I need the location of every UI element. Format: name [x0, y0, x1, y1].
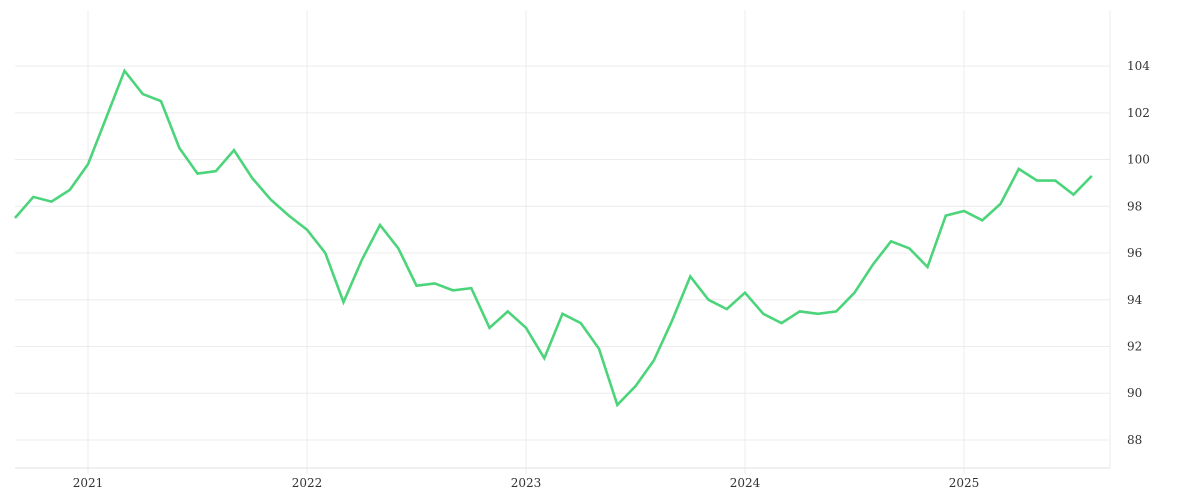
y-tick-label: 98	[1127, 199, 1142, 213]
data-point	[160, 100, 162, 102]
x-tick-label: 2024	[730, 476, 761, 490]
data-point	[762, 313, 764, 315]
data-point	[1072, 193, 1074, 195]
data-point	[726, 308, 728, 310]
data-point	[689, 275, 691, 277]
data-point	[251, 177, 253, 179]
y-tick-label: 96	[1127, 246, 1142, 260]
x-tick-label: 2025	[949, 476, 980, 490]
x-gridlines	[87, 10, 1111, 474]
data-point	[525, 327, 527, 329]
x-tick-label: 2021	[73, 476, 104, 490]
data-point	[890, 240, 892, 242]
data-point	[908, 247, 910, 249]
data-point	[1054, 179, 1056, 181]
data-point	[470, 287, 472, 289]
data-point	[1091, 175, 1093, 177]
data-point	[434, 282, 436, 284]
data-point	[507, 310, 509, 312]
y-axis-tick-labels: 88 90 92 94 96 98 100 102 104	[1127, 59, 1150, 447]
data-point	[306, 228, 308, 230]
data-point	[634, 385, 636, 387]
data-point	[269, 198, 271, 200]
data-point	[196, 172, 198, 174]
x-tick-label: 2023	[511, 476, 542, 490]
data-point	[142, 93, 144, 95]
series-layer	[14, 68, 1093, 408]
data-point	[945, 214, 947, 216]
data-point	[14, 217, 16, 219]
data-point	[780, 322, 782, 324]
data-point	[799, 310, 801, 312]
data-point	[963, 210, 965, 212]
data-point	[69, 189, 71, 191]
data-point	[215, 170, 217, 172]
data-point	[87, 163, 89, 165]
data-point	[853, 292, 855, 294]
data-point	[926, 266, 928, 268]
data-point	[324, 252, 326, 254]
data-point	[288, 214, 290, 216]
data-point	[744, 292, 746, 294]
data-point	[178, 147, 180, 149]
y-tick-label: 104	[1127, 59, 1150, 73]
y-tick-label: 100	[1127, 153, 1150, 167]
data-point	[105, 116, 107, 118]
data-point	[835, 310, 837, 312]
data-point	[50, 200, 52, 202]
data-point	[1036, 179, 1038, 181]
data-point	[872, 264, 874, 266]
data-point	[543, 357, 545, 359]
data-point	[452, 289, 454, 291]
data-point	[653, 359, 655, 361]
y-tick-label: 92	[1127, 339, 1142, 353]
y-tick-label: 94	[1127, 293, 1143, 307]
data-point	[397, 247, 399, 249]
x-axis-tick-labels: 2021 2022 2023 2024 2025	[73, 476, 980, 490]
data-point	[361, 259, 363, 261]
data-point	[123, 70, 125, 72]
data-point	[707, 299, 709, 301]
data-point	[1018, 168, 1020, 170]
data-point	[379, 224, 381, 226]
data-point	[671, 320, 673, 322]
data-point	[616, 404, 618, 406]
x-tick-label: 2022	[292, 476, 323, 490]
y-tick-label: 90	[1127, 386, 1142, 400]
data-point	[233, 149, 235, 151]
data-point	[817, 313, 819, 315]
series-line	[14, 68, 1093, 408]
data-point	[981, 219, 983, 221]
data-point	[415, 285, 417, 287]
data-point	[580, 322, 582, 324]
data-point	[342, 301, 344, 303]
data-point	[32, 196, 34, 198]
data-point	[999, 203, 1001, 205]
y-tick-label: 102	[1127, 106, 1150, 120]
data-point	[561, 313, 563, 315]
y-gridlines	[15, 65, 1110, 441]
data-point	[488, 327, 490, 329]
data-point	[598, 348, 600, 350]
y-tick-label: 88	[1127, 433, 1142, 447]
